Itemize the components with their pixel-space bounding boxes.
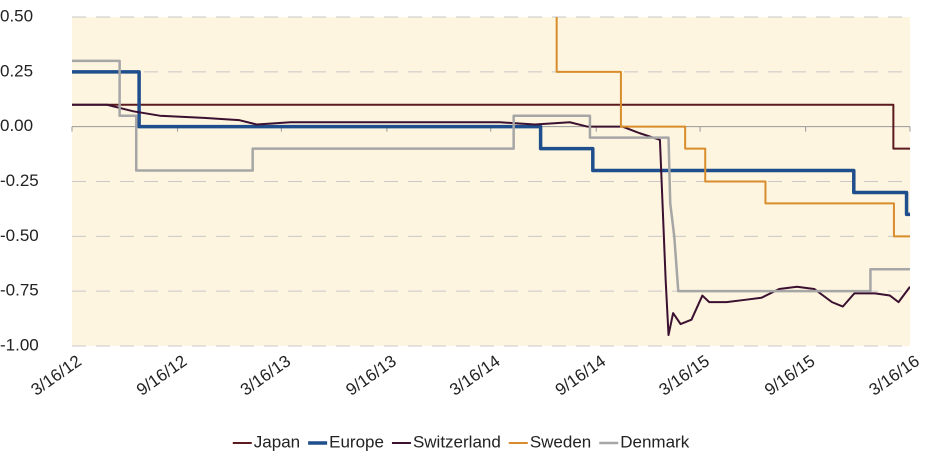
x-tick-label: 3/16/13 (237, 351, 294, 399)
series-line (72, 103, 910, 337)
x-tick-label: 9/16/14 (552, 351, 609, 399)
y-tick-label: -0.75 (0, 281, 39, 300)
x-tick-label: 9/16/12 (133, 351, 190, 399)
x-tick-label: 3/16/14 (446, 351, 503, 399)
legend-label: Switzerland (413, 432, 501, 451)
y-tick-label: -0.25 (0, 171, 39, 190)
legend-label: Sweden (530, 432, 591, 451)
x-tick-label: 3/16/15 (656, 351, 713, 399)
y-tick-label: 0.25 (0, 61, 33, 80)
series-line (72, 103, 910, 150)
series-layer (72, 17, 910, 337)
x-tick-label: 3/16/12 (27, 351, 84, 399)
series-line (72, 59, 910, 293)
x-tick-label: 9/16/13 (342, 351, 399, 399)
series-line (72, 70, 910, 217)
legend-label: Denmark (620, 432, 689, 451)
x-tick-label: 9/16/15 (761, 351, 818, 399)
x-tick-label: 3/16/16 (865, 351, 922, 399)
y-tick-label: -1.00 (0, 335, 39, 354)
y-tick-label: 0.50 (0, 6, 33, 25)
series-line (555, 17, 910, 238)
y-tick-label: 0.00 (0, 116, 33, 135)
legend-label: Japan (254, 432, 300, 451)
legend-label: Europe (329, 432, 384, 451)
y-tick-label: -0.50 (0, 226, 39, 245)
